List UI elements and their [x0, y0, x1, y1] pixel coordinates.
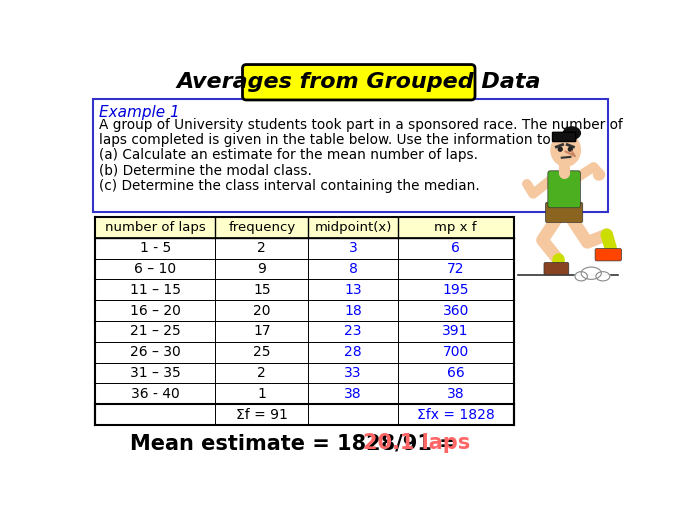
Text: midpoint(x): midpoint(x): [314, 221, 391, 234]
FancyBboxPatch shape: [544, 262, 569, 275]
Ellipse shape: [581, 267, 601, 279]
Text: Σf = 91: Σf = 91: [236, 407, 288, 422]
Bar: [95, 363, 514, 383]
Text: 195: 195: [442, 283, 469, 297]
FancyBboxPatch shape: [548, 171, 580, 208]
Text: 17: 17: [253, 324, 271, 338]
Text: 6: 6: [452, 241, 460, 255]
Text: 391: 391: [442, 324, 469, 338]
Text: A group of University students took part in a sponsored race. The number of: A group of University students took part…: [99, 118, 623, 132]
Text: 23: 23: [344, 324, 362, 338]
Text: 1: 1: [258, 387, 266, 401]
Text: (b) Determine the modal class.: (b) Determine the modal class.: [99, 164, 312, 178]
Ellipse shape: [596, 271, 610, 281]
Text: 16 – 20: 16 – 20: [130, 303, 181, 318]
Circle shape: [617, 268, 623, 274]
Text: Σfx = 1828: Σfx = 1828: [416, 407, 494, 422]
Text: 13: 13: [344, 283, 362, 297]
Bar: [95, 342, 514, 363]
Text: 8: 8: [349, 262, 358, 276]
Text: (c) Determine the class interval containing the median.: (c) Determine the class interval contain…: [99, 179, 480, 193]
Text: Averages from Grouped Data: Averages from Grouped Data: [176, 72, 541, 92]
Bar: [95, 383, 514, 404]
Bar: [95, 404, 514, 425]
Text: 21 – 25: 21 – 25: [130, 324, 181, 338]
FancyBboxPatch shape: [595, 248, 622, 261]
Text: 38: 38: [447, 387, 464, 401]
Text: (a) Calculate an estimate for the mean number of laps.: (a) Calculate an estimate for the mean n…: [99, 149, 478, 162]
Text: 6 – 10: 6 – 10: [134, 262, 176, 276]
Text: Example 1: Example 1: [99, 106, 180, 120]
Text: 3: 3: [349, 241, 357, 255]
Text: 15: 15: [253, 283, 271, 297]
Text: 1 - 5: 1 - 5: [140, 241, 171, 255]
Ellipse shape: [575, 271, 587, 281]
Bar: [95, 279, 514, 300]
Text: number of laps: number of laps: [105, 221, 206, 234]
Circle shape: [568, 148, 573, 151]
FancyBboxPatch shape: [552, 132, 575, 142]
Circle shape: [559, 148, 562, 151]
Ellipse shape: [564, 127, 580, 139]
Text: laps completed is given in the table below. Use the information to:: laps completed is given in the table bel…: [99, 133, 556, 147]
Text: 36 - 40: 36 - 40: [131, 387, 180, 401]
Text: 9: 9: [258, 262, 266, 276]
Text: 72: 72: [447, 262, 464, 276]
Bar: [95, 300, 514, 321]
Bar: [95, 217, 514, 238]
Text: frequency: frequency: [228, 221, 295, 234]
Bar: [95, 259, 514, 279]
Text: 31 – 35: 31 – 35: [130, 366, 181, 380]
Text: 360: 360: [442, 303, 469, 318]
Text: 20: 20: [253, 303, 271, 318]
Text: 18: 18: [344, 303, 362, 318]
Bar: [93, 99, 608, 212]
Text: mp x f: mp x f: [435, 221, 477, 234]
FancyBboxPatch shape: [242, 65, 475, 100]
Text: 28: 28: [344, 345, 362, 359]
Text: 20.1 laps: 20.1 laps: [363, 434, 470, 454]
Text: 2: 2: [258, 241, 266, 255]
Text: 66: 66: [447, 366, 465, 380]
Text: 38: 38: [344, 387, 362, 401]
Circle shape: [594, 169, 604, 180]
Text: 26 – 30: 26 – 30: [130, 345, 181, 359]
Text: Mean estimate = 1828/91 =: Mean estimate = 1828/91 =: [130, 434, 464, 454]
Text: 33: 33: [344, 366, 362, 380]
Ellipse shape: [551, 134, 580, 166]
Text: 25: 25: [253, 345, 271, 359]
FancyBboxPatch shape: [545, 202, 582, 223]
Text: 11 – 15: 11 – 15: [130, 283, 181, 297]
Bar: [95, 321, 514, 342]
Text: 700: 700: [442, 345, 469, 359]
Text: 2: 2: [258, 366, 266, 380]
Bar: [95, 238, 514, 259]
